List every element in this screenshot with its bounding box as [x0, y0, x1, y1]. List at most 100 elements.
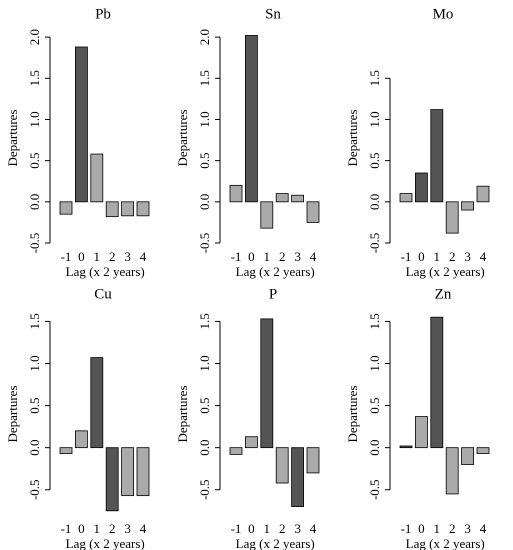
- x-tick-label: 2: [109, 521, 116, 536]
- y-tick-label: 1.0: [27, 355, 42, 371]
- y-tick-label: 0.5: [27, 153, 42, 169]
- bar: [229, 184, 243, 203]
- x-tick-label: 3: [124, 249, 131, 264]
- bar: [306, 201, 320, 223]
- y-tick-label: 1.5: [197, 313, 212, 329]
- y-tick-label: -0.5: [197, 479, 212, 500]
- bar: [461, 447, 475, 465]
- x-tick-label: 2: [279, 521, 286, 536]
- bar: [430, 316, 444, 449]
- x-tick-label: 4: [480, 249, 487, 264]
- y-axis-label: Departures: [345, 109, 360, 166]
- bar: [260, 201, 274, 229]
- x-tick-label: -1: [231, 521, 242, 536]
- y-tick-label: 0.0: [367, 440, 382, 456]
- bar: [291, 447, 305, 507]
- x-tick-label: 3: [294, 249, 301, 264]
- y-tick-label: -0.5: [197, 233, 212, 254]
- x-axis-label: Lag (x 2 years): [236, 264, 315, 279]
- y-tick-label: 2.0: [197, 29, 212, 45]
- bar: [121, 447, 134, 497]
- bar: [75, 46, 88, 203]
- x-tick-label: 2: [279, 249, 286, 264]
- y-tick-label: 1.5: [197, 70, 212, 86]
- y-axis-label: Departures: [175, 109, 190, 166]
- y-tick-label: 0.5: [27, 397, 42, 413]
- x-tick-label: 1: [264, 249, 271, 264]
- panel-title: Pb: [95, 6, 111, 22]
- y-tick-label: -0.5: [27, 479, 42, 500]
- x-tick-label: 0: [78, 249, 85, 264]
- x-tick-label: 3: [464, 521, 471, 536]
- x-tick-label: 1: [94, 249, 101, 264]
- y-tick-label: 0.5: [367, 153, 382, 169]
- x-axis-label: Lag (x 2 years): [66, 264, 145, 279]
- x-tick-label: -1: [231, 249, 242, 264]
- panel-title: Cu: [94, 286, 112, 302]
- y-tick-label: 1.5: [27, 70, 42, 86]
- bar: [59, 201, 73, 215]
- bar: [414, 416, 428, 449]
- bar: [105, 201, 119, 218]
- y-tick-label: 1.5: [27, 313, 42, 329]
- x-tick-label: 0: [418, 249, 425, 264]
- x-tick-label: 0: [78, 521, 85, 536]
- x-tick-label: 1: [434, 249, 441, 264]
- x-tick-label: 3: [464, 249, 471, 264]
- bar: [275, 193, 289, 203]
- y-tick-label: 0.0: [367, 194, 382, 210]
- bar: [476, 185, 490, 203]
- x-tick-label: 0: [418, 521, 425, 536]
- y-tick-label: 0.0: [197, 194, 212, 210]
- bar: [306, 447, 320, 474]
- bar: [229, 447, 243, 455]
- x-tick-label: -1: [61, 521, 72, 536]
- y-tick-label: 0.5: [197, 153, 212, 169]
- bar: [414, 172, 428, 203]
- x-tick-label: 4: [140, 521, 147, 536]
- bar: [275, 447, 289, 484]
- bar: [90, 153, 104, 203]
- y-tick-label: 1.0: [27, 111, 42, 127]
- y-tick-label: 1.0: [367, 355, 382, 371]
- x-tick-label: 4: [310, 521, 317, 536]
- bar: [399, 193, 413, 203]
- panel-title: Zn: [435, 286, 452, 302]
- x-tick-label: -1: [61, 249, 72, 264]
- bar: [75, 430, 88, 449]
- x-tick-label: 2: [449, 249, 456, 264]
- x-tick-label: 4: [140, 249, 147, 264]
- y-tick-label: 2.0: [27, 29, 42, 45]
- y-tick-label: 1.0: [197, 355, 212, 371]
- y-tick-label: 0.5: [197, 397, 212, 413]
- x-axis-label: Lag (x 2 years): [406, 264, 485, 279]
- x-tick-label: 3: [124, 521, 131, 536]
- x-tick-label: 1: [264, 521, 271, 536]
- x-axis-label: Lag (x 2 years): [236, 536, 315, 550]
- x-tick-label: 0: [248, 521, 255, 536]
- y-axis-label: Departures: [345, 385, 360, 442]
- y-tick-label: 0.0: [27, 194, 42, 210]
- y-tick-label: -0.5: [367, 233, 382, 254]
- bar: [121, 201, 134, 217]
- x-tick-label: 1: [94, 521, 101, 536]
- y-axis-label: Departures: [175, 385, 190, 442]
- y-tick-label: 1.5: [367, 313, 382, 329]
- bar: [445, 201, 459, 234]
- y-tick-label: -0.5: [27, 233, 42, 254]
- x-tick-label: 2: [109, 249, 116, 264]
- bar: [291, 194, 305, 203]
- bar: [59, 447, 73, 454]
- panel-title: Mo: [433, 6, 454, 22]
- y-tick-label: 1.0: [197, 111, 212, 127]
- x-tick-label: -1: [401, 249, 412, 264]
- y-axis-label: Departures: [5, 385, 20, 442]
- y-tick-label: -0.5: [367, 479, 382, 500]
- y-tick-label: 0.0: [197, 440, 212, 456]
- panel-title: P: [269, 286, 277, 302]
- y-tick-label: 0.0: [27, 440, 42, 456]
- bar: [399, 445, 413, 449]
- x-tick-label: 2: [449, 521, 456, 536]
- x-axis-label: Lag (x 2 years): [66, 536, 145, 550]
